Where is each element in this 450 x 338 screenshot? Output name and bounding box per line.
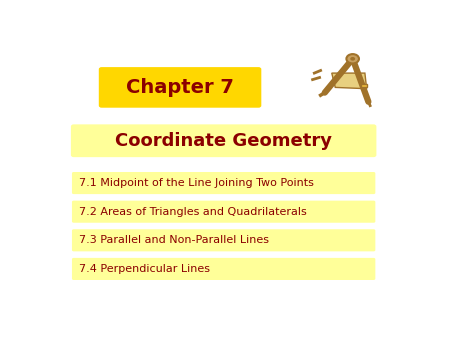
Text: Coordinate Geometry: Coordinate Geometry: [115, 132, 332, 150]
FancyBboxPatch shape: [72, 201, 375, 223]
Circle shape: [346, 54, 359, 64]
Text: 7.3 Parallel and Non-Parallel Lines: 7.3 Parallel and Non-Parallel Lines: [79, 235, 269, 245]
Circle shape: [350, 57, 355, 61]
Text: 7.1 Midpoint of the Line Joining Two Points: 7.1 Midpoint of the Line Joining Two Poi…: [79, 178, 314, 188]
FancyBboxPatch shape: [72, 229, 375, 251]
FancyBboxPatch shape: [99, 67, 261, 108]
FancyBboxPatch shape: [72, 172, 375, 194]
Polygon shape: [332, 73, 367, 89]
FancyBboxPatch shape: [71, 124, 376, 157]
Polygon shape: [361, 83, 367, 88]
Text: Chapter 7: Chapter 7: [126, 78, 234, 97]
Text: 7.2 Areas of Triangles and Quadrilaterals: 7.2 Areas of Triangles and Quadrilateral…: [79, 207, 306, 217]
FancyBboxPatch shape: [72, 258, 375, 280]
Text: 7.4 Perpendicular Lines: 7.4 Perpendicular Lines: [79, 264, 210, 274]
